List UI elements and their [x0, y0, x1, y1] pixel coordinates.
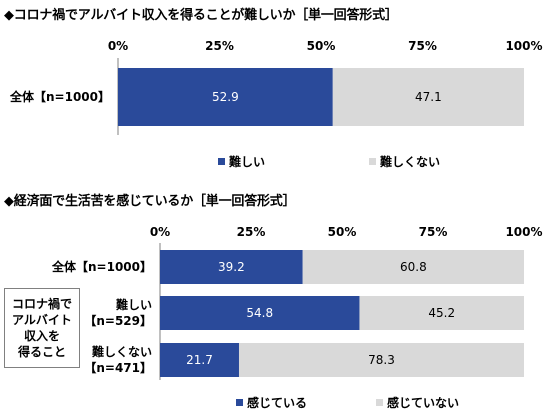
- legend-label: 感じている: [247, 395, 307, 410]
- x-tick-label: 100%: [505, 39, 542, 53]
- chart1: 0% 25% 50% 75% 100% 52.9 47.1 全体【n=1000】難しい 難しくな…: [9, 39, 543, 169]
- bar-感じている-1: [160, 296, 360, 330]
- bar-感じている-2: [160, 343, 239, 377]
- bar-感じている-0: [160, 250, 303, 284]
- x-tick-label: 100%: [505, 225, 542, 239]
- bar-難しい-0: [118, 68, 333, 126]
- x-tick-label: 75%: [419, 225, 448, 239]
- x-tick-label: 0%: [108, 39, 128, 53]
- category-label: 全体【n=1000】: [51, 259, 152, 274]
- legend-swatch-難しい: [218, 158, 225, 165]
- data-label: 78.3: [368, 353, 395, 367]
- x-tick-label: 75%: [408, 39, 437, 53]
- x-tick-label: 25%: [237, 225, 266, 239]
- legend-swatch-難しくない: [369, 158, 376, 165]
- data-label: 60.8: [400, 260, 427, 274]
- x-tick-label: 50%: [328, 225, 357, 239]
- category-label: 難しくない【n=471】: [84, 344, 152, 375]
- legend-swatch-感じている: [236, 399, 243, 406]
- data-label: 54.8: [246, 306, 273, 320]
- category-label: 難しい【n=529】: [84, 297, 152, 328]
- data-label: 52.9: [212, 90, 239, 104]
- category-label: 全体【n=1000】: [9, 89, 110, 104]
- chart2-group-label: コロナ禍で アルバイト 収入を 得ること: [4, 288, 80, 368]
- data-label: 39.2: [218, 260, 245, 274]
- chart2-title: ◆経済面で生活苦を感じているか［単一回答形式］: [4, 194, 296, 209]
- data-label: 21.7: [186, 353, 213, 367]
- legend-label: 難しくない: [380, 154, 440, 169]
- data-label: 47.1: [415, 90, 442, 104]
- bar-難しくない-0: [332, 68, 524, 126]
- legend-label: 難しい: [229, 154, 265, 169]
- bar-感じていない-0: [302, 250, 524, 284]
- chart1-title: ◆コロナ禍でアルバイト収入を得ることが難しいか［単一回答形式］: [4, 8, 398, 23]
- x-tick-label: 0%: [150, 225, 170, 239]
- x-tick-label: 25%: [205, 39, 234, 53]
- x-tick-label: 50%: [307, 39, 336, 53]
- legend-swatch-感じていない: [376, 399, 383, 406]
- data-label: 45.2: [428, 306, 455, 320]
- legend-label: 感じていない: [387, 395, 459, 410]
- bar-感じていない-1: [359, 296, 524, 330]
- bar-感じていない-2: [238, 343, 524, 377]
